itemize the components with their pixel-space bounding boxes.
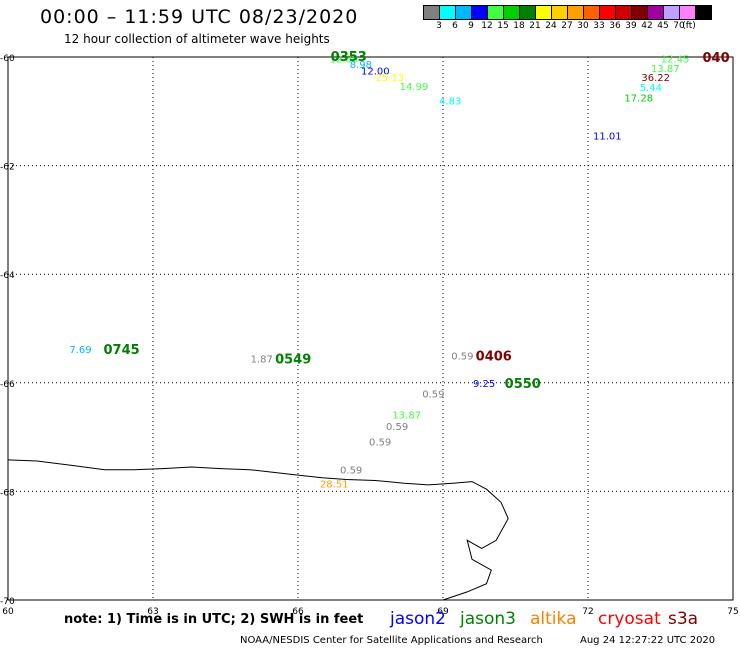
map-title: 00:00 – 11:59 UTC 08/23/2020 (40, 6, 359, 28)
satellite-legend-jason3: jason3 (460, 609, 516, 629)
credit-text: NOAA/NESDIS Center for Satellite Applica… (240, 635, 543, 646)
colorbar-label: 36 (609, 21, 621, 31)
colorbar-label: 39 (625, 21, 637, 31)
wave-height-value: 7.69 (69, 345, 91, 356)
colorbar-label: 70 (673, 21, 685, 31)
map-frame (7, 56, 734, 601)
colorbar-label: 30 (577, 21, 589, 31)
y-tick-label: -66 (0, 380, 15, 390)
y-tick-label: -68 (0, 488, 15, 498)
satellite-legend-s3a: s3a (668, 609, 699, 629)
wave-height-value: 17.28 (624, 94, 653, 105)
colorbar-label: 27 (561, 21, 573, 31)
wave-height-value: 0.59 (340, 466, 362, 477)
pass-time-label: 0406 (476, 350, 512, 365)
colorbar-swatch (695, 5, 712, 20)
satellite-legend-jason2: jason2 (390, 609, 446, 629)
wave-height-value: 12.00 (361, 67, 390, 78)
satellite-legend-altika: altika (530, 609, 577, 629)
colorbar-label: 33 (593, 21, 605, 31)
colorbar-label: 12 (481, 21, 493, 31)
wave-height-value: 5.44 (640, 83, 662, 94)
colorbar-label: 42 (641, 21, 653, 31)
colorbar-label: 6 (452, 21, 458, 31)
wave-height-value: 25.13 (376, 73, 405, 84)
footer-note: note: 1) Time is in UTC; 2) SWH is in fe… (64, 612, 364, 627)
wave-height-value: 0.59 (422, 390, 444, 401)
x-tick-label: 75 (727, 607, 738, 617)
pass-time-label: 0550 (505, 377, 541, 392)
map-subtitle: 12 hour collection of altimeter wave hei… (64, 32, 330, 46)
wave-height-value: 11.01 (593, 132, 622, 143)
x-tick-label: 63 (147, 607, 158, 617)
wave-height-value: 14.99 (400, 82, 429, 93)
wave-height-value: 12.45 (661, 55, 690, 66)
colorbar-label: 3 (436, 21, 442, 31)
colorbar-label: 24 (545, 21, 557, 31)
wave-height-value: 8.98 (350, 60, 372, 71)
wave-height-value: 13.87 (651, 64, 680, 75)
coastline (7, 459, 509, 601)
y-tick-label: -60 (0, 54, 15, 64)
wave-height-value: 0.59 (369, 437, 391, 448)
y-tick-label: -64 (0, 271, 15, 281)
wave-height-value: 36.22 (641, 73, 670, 84)
colorbar-label: 9 (468, 21, 474, 31)
colorbar-label: 15 (497, 21, 509, 31)
x-tick-label: 72 (582, 607, 593, 617)
satellite-legend-cryosat: cryosat (598, 609, 661, 629)
y-tick-label: -62 (0, 163, 15, 173)
y-tick-label: -70 (0, 597, 15, 607)
timestamp-text: Aug 24 12:27:22 UTC 2020 (580, 635, 716, 646)
colorbar-label: 21 (529, 21, 541, 31)
wave-height-value: 28.51 (320, 479, 349, 490)
wave-height-value: 0.59 (386, 422, 408, 433)
wave-height-value: 1.87 (251, 354, 273, 365)
colorbar (423, 5, 712, 21)
pass-time-label: 0549 (275, 352, 311, 367)
wave-height-value: 4.83 (439, 96, 461, 107)
x-tick-label: 60 (2, 607, 14, 617)
pass-time-label: 0353 (331, 50, 367, 65)
wave-height-value: 12.09 (330, 55, 359, 66)
x-tick-label: 66 (292, 607, 304, 617)
wave-height-value: 13.87 (392, 410, 421, 421)
wave-height-value: 0.59 (451, 352, 473, 363)
pass-time-label: 040 (703, 51, 730, 66)
wave-height-value: 9.25 (473, 379, 495, 390)
x-tick-label: 69 (437, 607, 449, 617)
colorbar-label: 18 (513, 21, 525, 31)
colorbar-label: (ft) (682, 21, 696, 31)
colorbar-label: 45 (657, 21, 669, 31)
pass-time-label: 0745 (103, 343, 139, 358)
